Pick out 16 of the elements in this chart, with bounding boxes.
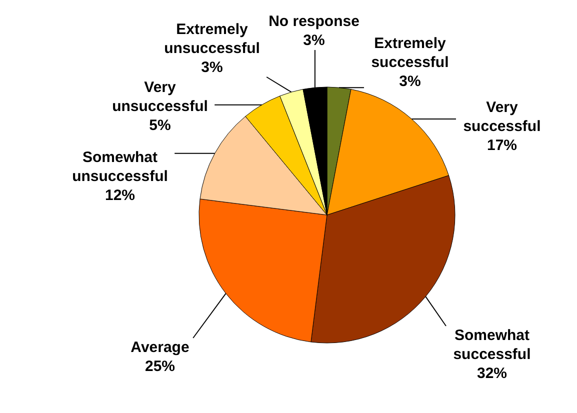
data-label: 5% — [149, 117, 171, 134]
slice-label: Very successful — [463, 99, 541, 135]
data-label: 17% — [486, 137, 518, 154]
slice-label: Extremely successful — [371, 35, 449, 71]
slice-label: Average — [130, 339, 190, 356]
slice-label: Extremely unsuccessful — [164, 21, 260, 57]
data-label: 3% — [303, 32, 325, 49]
data-label: 25% — [144, 358, 176, 375]
data-label: 12% — [104, 187, 136, 204]
slice-label: Very unsuccessful — [112, 79, 208, 115]
slice-label: Somewhat unsuccessful — [72, 149, 168, 185]
slice-label: Somewhat successful — [453, 327, 531, 363]
data-label: 32% — [476, 365, 508, 382]
slice-label: No response — [268, 13, 360, 30]
data-label: 3% — [399, 73, 421, 90]
data-label: 3% — [201, 59, 223, 76]
